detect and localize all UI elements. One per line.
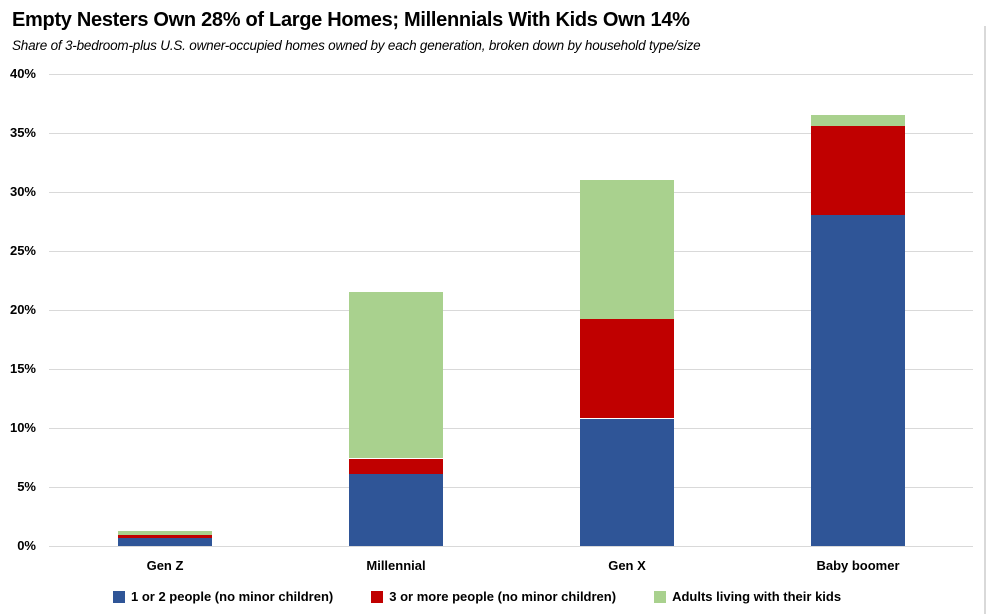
y-axis-label: 15%	[9, 361, 36, 376]
chart-subtitle: Share of 3-bedroom-plus U.S. owner-occup…	[12, 38, 701, 53]
y-axis-label: 25%	[9, 243, 36, 258]
gridline	[49, 133, 973, 134]
legend-swatch-icon	[371, 590, 384, 603]
legend-label: 1 or 2 people (no minor children)	[131, 589, 334, 604]
bar-segment	[118, 534, 212, 538]
legend-item: 1 or 2 people (no minor children)	[113, 589, 333, 604]
gridline	[49, 428, 973, 429]
bar-segment	[580, 419, 674, 546]
y-axis-label: 30%	[9, 184, 36, 199]
legend-item: Adults living with their kids	[654, 589, 841, 604]
bar-segment	[349, 292, 443, 458]
bar-segment	[811, 115, 905, 126]
x-axis-label: Baby boomer	[816, 558, 900, 573]
gridline	[49, 251, 973, 252]
y-axis-label: 0%	[17, 538, 36, 553]
right-edge-divider	[984, 26, 986, 614]
gridline	[49, 487, 973, 488]
gridline	[49, 192, 973, 193]
bar-segment	[811, 126, 905, 215]
gridline	[49, 74, 973, 75]
bar-segment	[811, 214, 905, 546]
x-axis-label: Gen Z	[146, 558, 184, 573]
gridline	[49, 546, 973, 547]
bar-segment	[580, 319, 674, 418]
chart-title: Empty Nesters Own 28% of Large Homes; Mi…	[12, 9, 690, 31]
bar-segment	[118, 531, 212, 535]
legend-label: Adults living with their kids	[672, 589, 842, 604]
legend-label: 3 or more people (no minor children)	[389, 589, 617, 604]
x-axis-label: Millennial	[366, 558, 426, 573]
y-axis-label: 10%	[9, 420, 36, 435]
legend-item: 3 or more people (no minor children)	[371, 589, 616, 604]
bar-segment	[580, 180, 674, 319]
y-axis-label: 5%	[17, 479, 36, 494]
bar-segment	[118, 538, 212, 546]
bar-segment	[349, 474, 443, 546]
y-axis-label: 20%	[9, 302, 36, 317]
bar-segment	[349, 459, 443, 474]
y-axis-label: 35%	[9, 125, 36, 140]
x-axis-label: Gen X	[608, 558, 646, 573]
gridline	[49, 369, 973, 370]
y-axis-label: 40%	[9, 66, 36, 81]
legend-swatch-icon	[113, 590, 125, 603]
gridline	[49, 310, 973, 311]
chart-legend: 1 or 2 people (no minor children) 3 or mo…	[113, 589, 841, 604]
legend-swatch-icon	[654, 590, 667, 603]
